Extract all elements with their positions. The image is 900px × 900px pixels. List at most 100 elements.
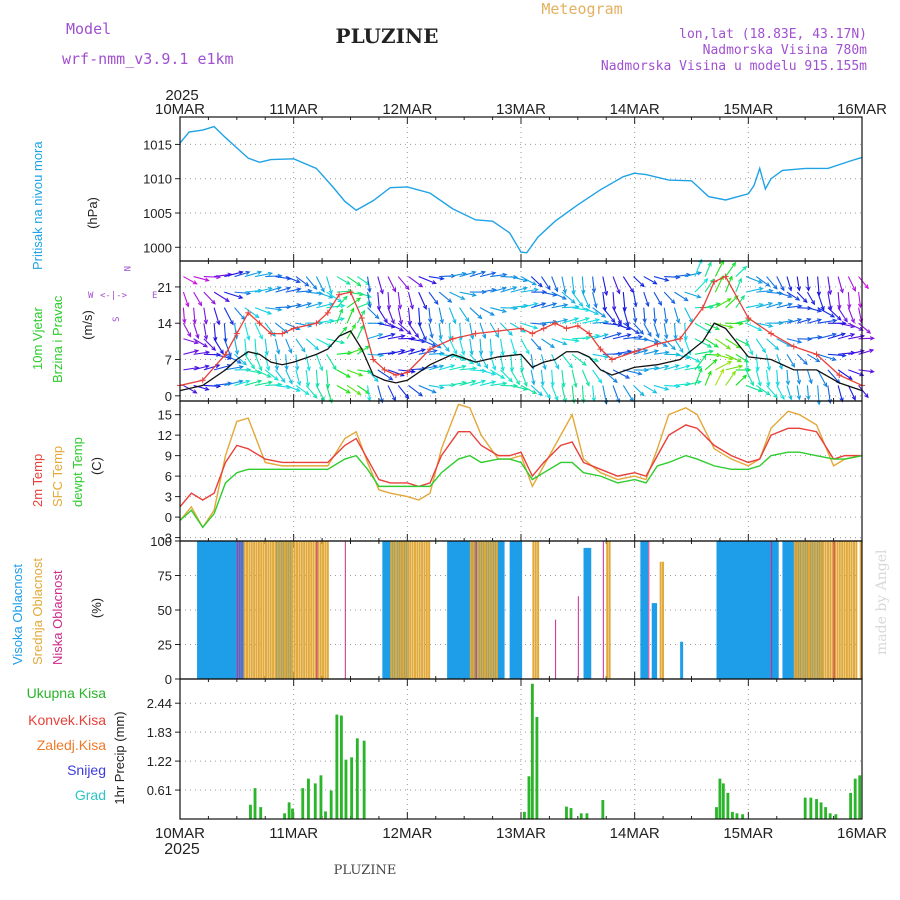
mid-cloud-bar: [306, 541, 308, 679]
mid-cloud-bar: [327, 541, 329, 679]
x-tick-label-top: 11MAR: [269, 101, 318, 118]
wind-arrow: [296, 339, 305, 352]
low-cloud-bar: [834, 541, 835, 679]
wind-arrow: [674, 292, 687, 300]
mid-cloud-bar: [853, 541, 855, 679]
wind-arrow: [777, 385, 784, 399]
high-cloud-bar: [645, 541, 648, 679]
mid-cloud-bar: [395, 541, 397, 679]
precip-bar: [586, 813, 589, 819]
mid-cloud-bar: [822, 541, 824, 679]
low-cloud-bar: [603, 541, 604, 679]
low-cloud-bar: [345, 541, 346, 679]
wind-arrow: [214, 292, 229, 301]
wind-arrow: [316, 385, 324, 400]
y-tick-label: 14: [158, 316, 172, 331]
wind-arrow: [541, 277, 549, 290]
precip-bar: [849, 793, 852, 819]
wind-arrow: [265, 276, 281, 277]
y-tick-label: 7: [165, 353, 172, 368]
wind-subtitle: Brzina i Pravac: [50, 295, 65, 383]
model-name: wrf-nmm_v3.9.1 e1km: [62, 50, 234, 68]
wind-arrow: [275, 323, 287, 333]
wind-arrow: [705, 360, 716, 370]
x-tick-label-bottom: 12MAR: [382, 825, 432, 842]
wind-arrow: [541, 339, 554, 348]
mid-cloud-bar: [482, 541, 484, 679]
wind-arrow: [235, 308, 245, 320]
y-tick-label: 3: [165, 490, 172, 505]
bottom-year: 2025: [164, 841, 200, 858]
mid-cloud-bar: [848, 541, 850, 679]
precip-bar: [565, 807, 568, 819]
precip-bar: [254, 788, 257, 819]
mid-cloud-bar: [796, 541, 798, 679]
mid-cloud-bar: [390, 541, 392, 679]
mid-cloud-bar: [815, 541, 817, 679]
low-cloud-bar: [239, 541, 240, 679]
y-tick-label: 15: [158, 408, 172, 423]
wind-arrow: [726, 263, 736, 277]
wind-arrow: [337, 370, 350, 377]
precip-bar: [726, 793, 729, 819]
cloud-panel: 0255075100: [150, 534, 862, 687]
wind-arrow: [204, 385, 220, 386]
precip-bar: [301, 788, 304, 819]
low-cloud-bar: [476, 541, 477, 679]
wind-arrow: [316, 277, 324, 292]
wind-arrow: [705, 339, 718, 347]
mid-cloud-bar: [414, 541, 416, 679]
high-cloud-bar: [519, 541, 522, 679]
compass-cross: <-|->: [100, 291, 128, 301]
precip-bar: [829, 813, 832, 819]
mid-cloud-bar: [851, 541, 853, 679]
mid-cloud-bar: [255, 541, 257, 679]
mid-cloud-bar: [489, 541, 491, 679]
mid-cloud-bar: [251, 541, 253, 679]
wind-arrow: [470, 308, 482, 319]
watermark: made by Angel: [874, 549, 890, 655]
wind-unit: (m/s): [80, 310, 95, 340]
precip-bar: [320, 775, 323, 819]
precip-bar: [570, 808, 573, 819]
mid-cloud-bar: [260, 541, 262, 679]
precip-panel: 0.611.221.832.44: [147, 679, 862, 819]
mid-cloud-bar: [317, 541, 319, 679]
precip-bar: [249, 805, 252, 819]
mid-cloud-bar: [609, 541, 611, 679]
precip-bar: [736, 813, 739, 819]
x-tick-label-bottom: 13MAR: [496, 825, 546, 842]
model-label: Model: [66, 20, 111, 38]
precip-bar: [824, 807, 827, 819]
precip-bar: [722, 783, 725, 819]
y-tick-label: 9: [165, 449, 172, 464]
precip-bar: [731, 812, 734, 819]
wind-arrow: [623, 385, 633, 401]
mid-cloud-bar: [825, 541, 827, 679]
mid-cloud-bar: [279, 541, 281, 679]
wind-arrow: [562, 307, 579, 308]
y-tick-label: 0: [165, 510, 172, 525]
mid-cloud-bar: [284, 541, 286, 679]
mid-cloud-bar: [477, 541, 479, 679]
mid-cloud-bar: [397, 541, 399, 679]
x-tick-label-top: 15MAR: [723, 101, 773, 118]
wind-panel: 0 7 14 21: [158, 260, 874, 405]
wind-arrow: [408, 277, 422, 287]
mid-cloud-bar: [426, 541, 428, 679]
wind-arrow: [613, 385, 619, 402]
y-tick-label: 1010: [143, 172, 172, 187]
cloud-unit: (%): [89, 598, 104, 618]
legend-frz-precip: Zaledj.Kisa: [37, 737, 106, 753]
wind-arrow: [777, 339, 791, 346]
mid-cloud-bar: [402, 541, 404, 679]
mid-cloud-bar: [846, 541, 848, 679]
wind-arrow: [194, 292, 202, 305]
mid-cloud-bar: [479, 541, 481, 679]
x-tick-label-top: 12MAR: [382, 101, 432, 118]
compass-west: W: [88, 291, 94, 301]
wind-arrow: [767, 339, 779, 350]
wind-arrow: [828, 370, 840, 383]
mid-cloud-bar: [324, 541, 326, 679]
pressure-panel: 1000100510101015: [143, 117, 862, 261]
